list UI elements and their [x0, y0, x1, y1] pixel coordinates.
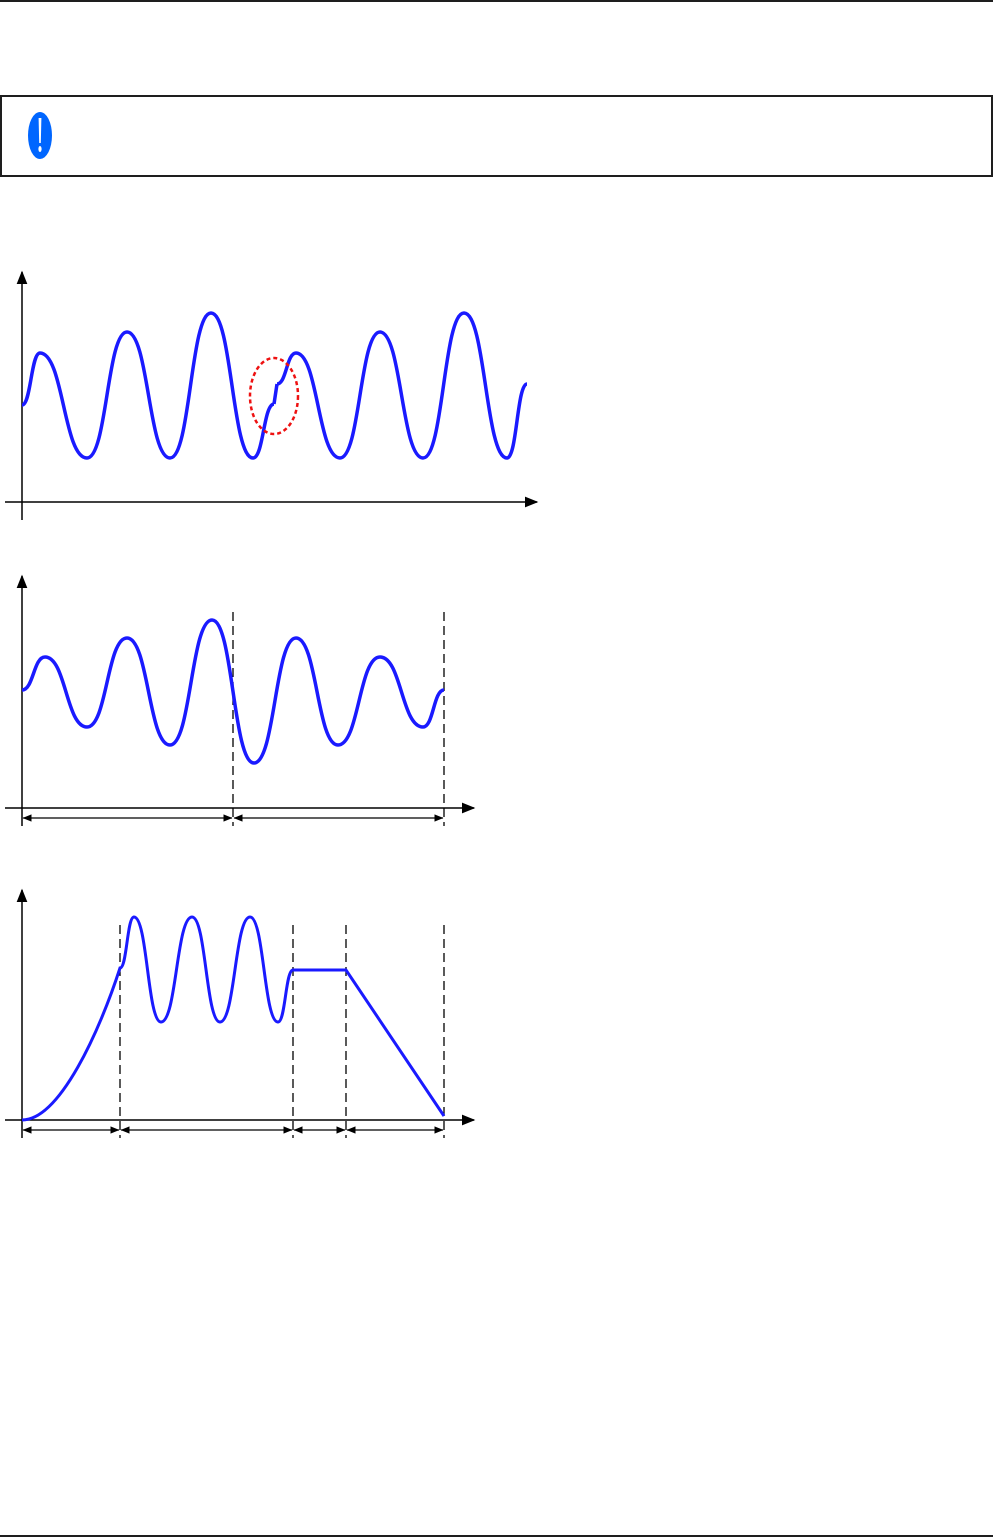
- footer-rule: [0, 1535, 993, 1537]
- waveform-curve: [21, 915, 446, 1122]
- exclamation-icon: [28, 112, 52, 159]
- note-box: [0, 95, 993, 177]
- waveform-curve: [21, 618, 445, 765]
- discontinuity-highlight: [248, 356, 300, 436]
- waveform-curve-after-jump: [276, 311, 529, 460]
- figure-1: [5, 270, 539, 520]
- figure-2: [5, 574, 476, 826]
- header-rule: [0, 0, 993, 2]
- waveform-discontinuity: [272, 383, 279, 405]
- waveform-curve: [21, 311, 275, 460]
- figure-3: [5, 888, 476, 1138]
